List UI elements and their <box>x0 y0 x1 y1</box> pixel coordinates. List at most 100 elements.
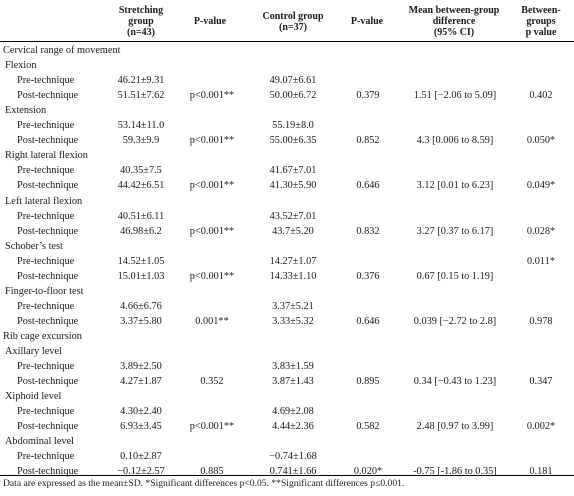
cell-v2: 4.44±2.36 <box>272 421 314 433</box>
cell-bp: 0.347 <box>529 376 553 388</box>
cell-v2: 3.33±5.32 <box>272 315 314 327</box>
cell-v1: 6.93±3.45 <box>120 421 162 433</box>
cell-bp: 0.002* <box>526 421 556 433</box>
header-text: Mean between-group <box>408 5 500 16</box>
cell-v1: 51.51±7.62 <box>117 90 165 102</box>
header-p-value-1: P-value <box>180 16 240 27</box>
section-row: Rib cage excursion <box>0 331 574 343</box>
cell-v2: 43.52±7.01 <box>269 210 317 222</box>
cell-p2: 0.379 <box>356 90 380 102</box>
group-label: Xiphoid level <box>5 391 62 403</box>
cell-p2: 0.376 <box>356 270 380 282</box>
cell-bp: 0.011* <box>527 255 555 267</box>
cell-diff: 2.48 [0.97 to 3.99] <box>416 421 494 433</box>
cell-v1: 14.52±1.05 <box>117 255 165 267</box>
cell-bp: 0.978 <box>529 315 553 327</box>
table-row: Post-technique 15.01±1.03 p<0.001** 14.33±1… <box>0 271 574 283</box>
group-row: Right lateral flexion <box>0 150 574 162</box>
table-row: Pre-technique 53.14±11.0 55.19±8.0 <box>0 120 574 132</box>
cell-p1: p<0.001** <box>189 421 235 433</box>
row-label: Pre-technique <box>17 406 75 418</box>
cell-v2: 3.87±1.43 <box>272 376 314 388</box>
section-label: Cervical range of movement <box>3 45 121 56</box>
table-row: Pre-technique 40.51±6.11 43.52±7.01 <box>0 211 574 223</box>
cell-v1: 4.30±2.40 <box>120 406 162 418</box>
header-text: Control group <box>262 11 324 22</box>
cell-p2: 0.020* <box>353 466 383 478</box>
cell-v2: 41.30±5.90 <box>269 180 317 192</box>
cell-v2: 50.00±6.72 <box>269 90 317 102</box>
header-between-groups-p: Between- groups p value <box>512 5 570 38</box>
section-row: Cervical range of movement <box>0 45 574 57</box>
cell-v2: 49.07±6.61 <box>269 75 317 87</box>
table-row: Post-technique −0.12±2.57 0.885 0.741±1.66 0… <box>0 466 574 478</box>
table-row: Post-technique 6.93±3.45 p<0.001** 4.44±2.3… <box>0 421 574 433</box>
cell-p2: 0.582 <box>356 421 380 433</box>
cell-p2: 0.852 <box>356 135 380 147</box>
cell-p2: 0.646 <box>356 315 380 327</box>
cell-p2: 0.895 <box>356 376 380 388</box>
row-label: Pre-technique <box>17 165 75 177</box>
cell-v1: 3.37±5.80 <box>120 315 162 327</box>
bottom-rule <box>0 475 574 476</box>
table-row: Pre-technique 14.52±1.05 14.27±1.07 0.011* <box>0 256 574 268</box>
group-label: Flexion <box>5 60 37 72</box>
row-label: Post-technique <box>17 135 79 147</box>
header-text: difference <box>432 16 476 27</box>
cell-v2: 14.33±1.10 <box>269 270 317 282</box>
section-label: Rib cage excursion <box>3 330 82 342</box>
cell-v2: −0.74±1.68 <box>269 451 317 463</box>
cell-p1: p<0.001** <box>189 270 235 282</box>
header-text: Stretching <box>118 5 164 16</box>
table-row: Pre-technique 4.66±6.76 3.37±5.21 <box>0 301 574 313</box>
group-row: Flexion <box>0 60 574 72</box>
header-p-value-2: P-value <box>336 16 398 27</box>
group-label: Left lateral flexion <box>5 195 83 207</box>
table-row: Post-technique 59.3±9.9 p<0.001** 55.00±6.3… <box>0 135 574 147</box>
row-label: Post-technique <box>17 180 79 192</box>
table-row: Pre-technique 46.21±9.31 49.07±6.61 <box>0 75 574 87</box>
header-stretching-group: Stretching group (n=43) <box>106 5 176 38</box>
cell-v1: 4.66±6.76 <box>120 300 162 312</box>
cell-v2: 43.7±5.20 <box>272 225 314 237</box>
cell-diff: 0.039 [−2.72 to 2.8] <box>413 315 497 327</box>
cell-p1: p<0.001** <box>189 225 235 237</box>
row-label: Post-technique <box>17 466 79 478</box>
cell-v1: 4.27±1.87 <box>120 376 162 388</box>
cell-p1: p<0.001** <box>189 135 235 147</box>
table-row: Pre-technique 40.35±7.5 41.67±7.01 <box>0 165 574 177</box>
cell-diff: 1.51 [−2.06 to 5.09] <box>413 90 497 102</box>
row-label: Pre-technique <box>17 75 75 87</box>
cell-v1: 15.01±1.03 <box>117 270 165 282</box>
table-row: Pre-technique 3.89±2.50 3.83±1.59 <box>0 361 574 373</box>
cell-diff: 0.67 [0.15 to 1.19] <box>416 270 494 282</box>
row-label: Post-technique <box>17 421 79 433</box>
header-control-group: Control group (n=37) <box>252 11 334 33</box>
header-text: (n=43) <box>127 27 155 38</box>
table-footnote: Data are expressed as the mean±SD. *Sign… <box>3 478 405 489</box>
group-label: Right lateral flexion <box>5 150 88 162</box>
cell-bp: 0.181 <box>529 466 553 478</box>
cell-bp: 0.402 <box>529 90 553 102</box>
row-label: Pre-technique <box>17 255 75 267</box>
row-label: Post-technique <box>17 315 79 327</box>
header-text: (95% CI) <box>433 27 475 38</box>
group-label: Extension <box>5 105 47 117</box>
table-row: Post-technique 51.51±7.62 p<0.001** 50.00±6… <box>0 90 574 102</box>
header-text: groups <box>526 16 556 27</box>
cell-v1: 53.14±11.0 <box>117 120 165 132</box>
cell-p1: 0.001** <box>195 315 229 327</box>
cell-v1: 40.51±6.11 <box>117 210 165 222</box>
group-row: Schober’s test <box>0 241 574 253</box>
group-row: Finger-to-floor test <box>0 286 574 298</box>
cell-p1: 0.352 <box>200 376 224 388</box>
row-label: Post-technique <box>17 225 79 237</box>
cell-v2: 3.37±5.21 <box>272 300 314 312</box>
cell-bp: 0.028* <box>526 225 556 237</box>
header-rule <box>0 41 574 42</box>
cell-v1: 59.3±9.9 <box>122 135 160 147</box>
cell-diff: 3.12 [0.01 to 6.23] <box>416 180 494 192</box>
group-label: Schober’s test <box>5 240 63 252</box>
cell-v2: 3.83±1.59 <box>272 361 314 373</box>
cell-v1: 44.42±6.51 <box>117 180 165 192</box>
